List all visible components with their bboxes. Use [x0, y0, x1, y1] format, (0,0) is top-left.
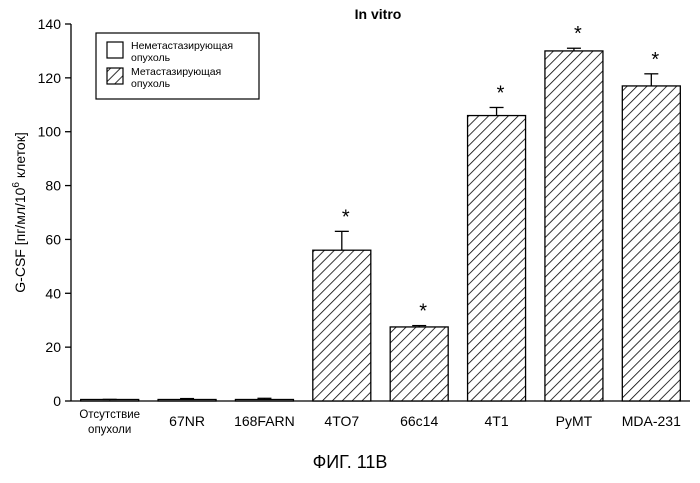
x-tick-label: Отсутствие — [79, 409, 140, 421]
bar — [158, 400, 216, 402]
y-tick-label: 120 — [38, 70, 62, 86]
y-tick-label: 140 — [38, 16, 62, 32]
y-axis-label-text: G-CSF [пг/мл/106 клеток] — [11, 132, 28, 292]
y-tick-label: 20 — [45, 339, 61, 355]
bar — [468, 116, 526, 401]
y-tick-label: 40 — [45, 285, 61, 301]
legend-swatch — [107, 68, 123, 84]
significance-mark: * — [419, 301, 427, 323]
y-tick-label: 0 — [53, 393, 61, 409]
bar — [235, 400, 293, 402]
bar — [545, 51, 603, 401]
x-tick-label: PyMT — [556, 413, 593, 429]
bar — [313, 250, 371, 401]
significance-mark: * — [342, 206, 350, 228]
y-tick-label: 60 — [45, 231, 61, 247]
legend-swatch — [107, 42, 123, 58]
legend-label: опухоль — [131, 52, 171, 64]
chart-title: In vitro — [355, 6, 402, 22]
x-tick-label: MDA-231 — [622, 413, 681, 429]
bar — [390, 327, 448, 401]
x-tick-label: 168FARN — [234, 413, 295, 429]
figure-caption: ФИГ. 11В — [0, 452, 700, 473]
y-axis-label: G-CSF [пг/мл/106 клеток] — [11, 132, 28, 292]
legend-label: Неметастазирующая — [131, 40, 233, 52]
x-tick-label: 4TO7 — [324, 413, 359, 429]
y-axis-label-part: клеток] — [12, 132, 28, 182]
significance-mark: * — [497, 82, 505, 104]
x-tick-label: 67NR — [169, 413, 205, 429]
bar — [622, 86, 680, 401]
y-tick-label: 80 — [45, 178, 61, 194]
x-tick-label: опухоли — [88, 424, 131, 436]
x-tick-label: 4T1 — [485, 413, 509, 429]
legend-label: Метастазирующая — [131, 66, 221, 78]
y-axis-label-part: G-CSF [пг/мл/10 — [12, 187, 28, 292]
y-tick-label: 100 — [38, 124, 62, 140]
significance-mark: * — [651, 49, 659, 71]
bar-chart: In vitro G-CSF [пг/мл/106 клеток] 0 20 40 6… — [0, 0, 700, 450]
legend: НеметастазирующаяопухольМетастазирующаяо… — [96, 33, 259, 99]
significance-mark: * — [574, 23, 582, 45]
x-tick-label: 66c14 — [400, 413, 438, 429]
legend-label: опухоль — [131, 78, 171, 90]
